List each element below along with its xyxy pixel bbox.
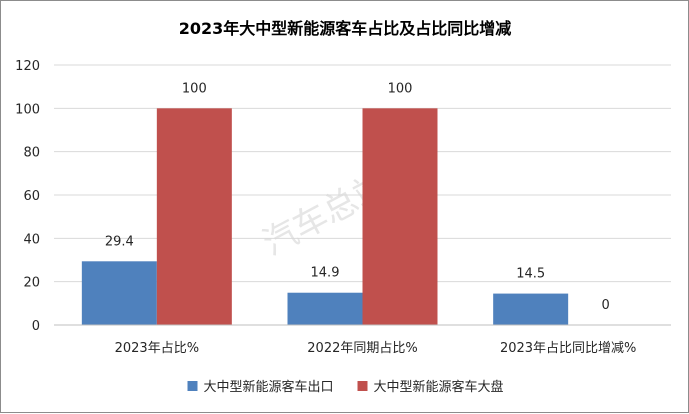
bars	[81, 108, 569, 325]
legend-swatch	[357, 381, 368, 391]
bar-1-1	[81, 261, 157, 325]
legend-label: 大中型新能源客车出口	[204, 379, 334, 395]
x-category-label: 2022年同期占比%	[307, 341, 417, 356]
y-tick-label: 60	[23, 189, 40, 204]
x-axis: 2023年占比% 2022年同期占比% 2023年占比同比增减%	[54, 324, 671, 356]
legend-swatch	[187, 381, 198, 391]
legend: 大中型新能源客车出口 大中型新能源客车大盘	[187, 379, 504, 395]
x-category-label: 2023年占比同比增减%	[500, 341, 636, 356]
bar-2-2	[362, 108, 438, 325]
y-tick-label: 20	[23, 276, 40, 291]
data-label: 14.9	[311, 266, 340, 281]
data-label: 100	[182, 81, 207, 96]
data-labels: 29.4 100 14.9 100 14.5 0	[105, 81, 610, 313]
x-category-label: 2023年占比%	[115, 341, 199, 356]
y-tick-label: 120	[15, 59, 40, 74]
y-tick-label: 100	[15, 102, 40, 117]
y-axis: 0 20 40 60 80 100 120	[15, 59, 40, 334]
y-tick-label: 0	[32, 319, 40, 334]
bar-1-3	[493, 293, 569, 325]
data-label: 29.4	[105, 234, 134, 249]
data-label: 14.5	[516, 267, 545, 282]
chart-title: 2023年大中型新能源客车占比及占比同比增减	[179, 19, 512, 38]
y-tick-label: 40	[23, 232, 40, 247]
data-label: 100	[388, 81, 413, 96]
bar-1-2	[287, 292, 363, 325]
data-label: 0	[602, 298, 610, 313]
y-tick-label: 80	[23, 146, 40, 161]
bar-2-1	[156, 108, 232, 325]
legend-label: 大中型新能源客车大盘	[374, 379, 504, 395]
